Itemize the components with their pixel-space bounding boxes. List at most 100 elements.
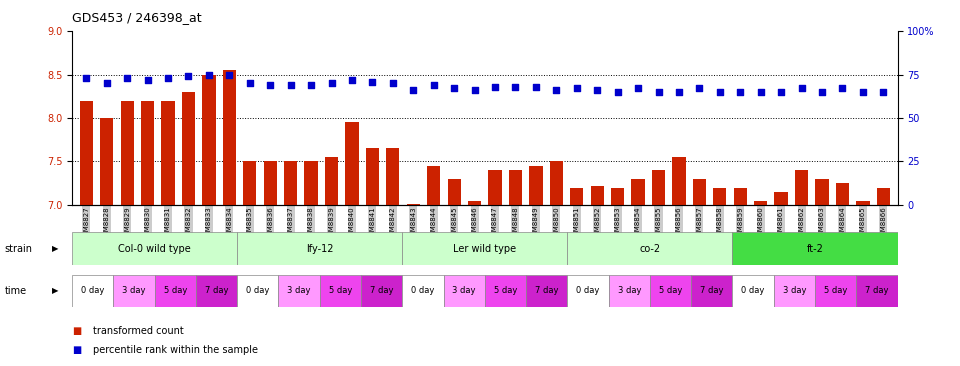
Bar [444,274,485,307]
Point [753,89,768,95]
Bar [856,274,898,307]
Bar [284,161,298,205]
Bar [243,161,256,205]
Bar [609,274,650,307]
Bar [570,188,584,205]
Point [99,81,114,86]
Bar [733,188,747,205]
Point [508,84,523,90]
Text: percentile rank within the sample: percentile rank within the sample [93,344,258,355]
Text: 7 day: 7 day [370,287,394,295]
Point [467,87,482,93]
Point [528,84,543,90]
Bar [632,179,645,205]
Text: GDS453 / 246398_at: GDS453 / 246398_at [72,11,202,24]
Point [222,72,237,78]
Point [814,89,829,95]
Point [589,87,605,93]
Point [549,87,564,93]
Bar [324,157,338,205]
Text: 5 day: 5 day [493,287,517,295]
Text: 0 day: 0 day [81,287,105,295]
Bar [590,186,604,205]
Bar [121,101,133,205]
Bar [386,149,399,205]
Text: Ler wild type: Ler wild type [453,244,516,254]
Bar [611,188,624,205]
Text: strain: strain [5,244,33,254]
Bar [346,122,359,205]
Bar [72,232,237,265]
Point [876,89,891,95]
Point [160,75,176,81]
Bar [223,70,236,205]
Bar [567,232,732,265]
Point [345,77,360,83]
Bar [264,161,276,205]
Bar [795,170,808,205]
Point [426,82,442,88]
Bar [447,179,461,205]
Point [794,86,809,92]
Point [651,89,666,95]
Bar [526,274,567,307]
Bar [876,188,890,205]
Bar [693,179,706,205]
Text: lfy-12: lfy-12 [306,244,333,254]
Text: 3 day: 3 day [782,287,806,295]
Point [202,72,217,78]
Text: 3 day: 3 day [287,287,311,295]
Point [262,82,277,88]
Bar [672,157,685,205]
Text: ■: ■ [72,326,82,336]
Point [446,86,462,92]
Text: 0 day: 0 day [411,287,435,295]
Text: time: time [5,286,27,296]
Bar [402,232,567,265]
Text: co-2: co-2 [639,244,660,254]
Bar [489,170,502,205]
Point [692,86,708,92]
Text: ■: ■ [72,344,82,355]
Text: 7 day: 7 day [865,287,889,295]
Point [405,87,420,93]
Point [324,81,339,86]
Text: 0 day: 0 day [741,287,765,295]
Text: 3 day: 3 day [452,287,476,295]
Bar [836,183,849,205]
Point [180,74,196,79]
Text: 3 day: 3 day [122,287,146,295]
Point [365,79,380,85]
Bar [237,274,278,307]
Point [631,86,646,92]
Bar [237,232,402,265]
Text: 7 day: 7 day [204,287,228,295]
Point [303,82,319,88]
Bar [567,274,609,307]
Bar [652,170,665,205]
Point [774,89,789,95]
Text: ▶: ▶ [53,287,59,295]
Bar [485,274,526,307]
Bar [650,274,691,307]
Bar [732,232,898,265]
Text: Col-0 wild type: Col-0 wild type [118,244,191,254]
Bar [161,101,175,205]
Bar [196,274,237,307]
Point [283,82,299,88]
Text: ft-2: ft-2 [806,244,824,254]
Bar [100,118,113,205]
Bar [427,166,441,205]
Text: 5 day: 5 day [163,287,187,295]
Bar [754,201,767,205]
Point [712,89,728,95]
Point [610,89,625,95]
Bar [775,192,788,205]
Bar [113,274,155,307]
Text: 0 day: 0 day [576,287,600,295]
Bar [203,75,216,205]
Text: 7 day: 7 day [535,287,559,295]
Bar [529,166,542,205]
Text: 3 day: 3 day [617,287,641,295]
Bar [155,274,196,307]
